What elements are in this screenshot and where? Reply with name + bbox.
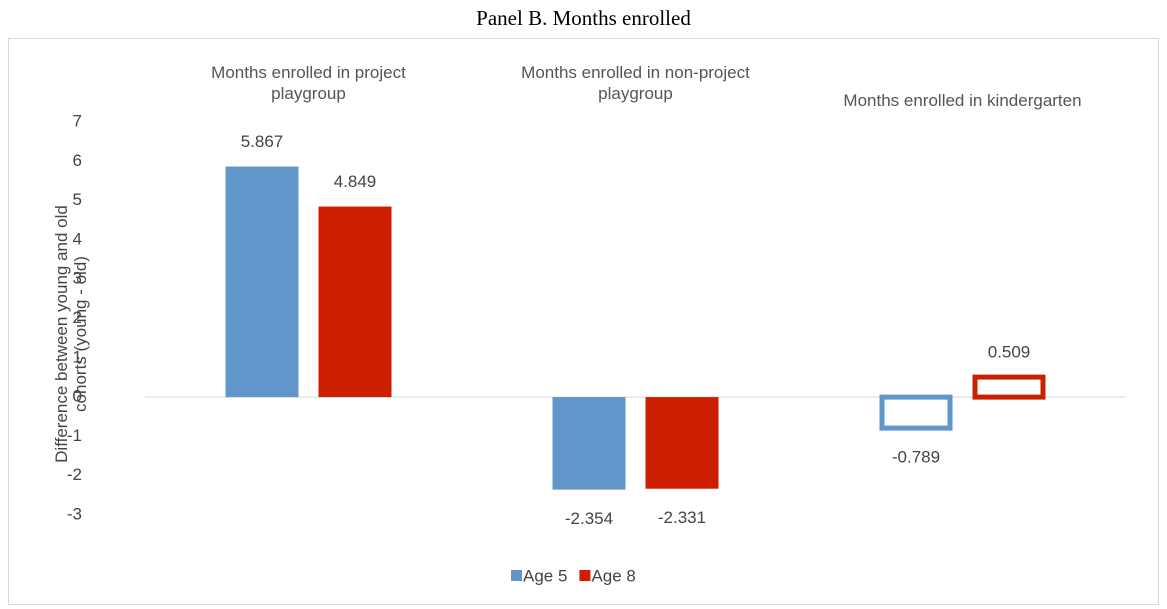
- category-label: Months enrolled in non-project playgroup: [521, 63, 750, 103]
- category-label: Months enrolled in kindergarten: [843, 91, 1082, 110]
- chart-title: Panel B. Months enrolled: [476, 6, 691, 30]
- chart-border: [8, 38, 1159, 605]
- y-tick-label: 1: [73, 347, 82, 366]
- data-label: -2.331: [658, 508, 706, 527]
- data-label: 0.509: [988, 343, 1031, 362]
- category-label: Months enrolled in project playgroup: [211, 63, 406, 103]
- legend-swatch: [579, 570, 591, 581]
- y-tick-label: 4: [73, 229, 82, 248]
- bar: [318, 206, 392, 398]
- y-tick-label: 0: [73, 387, 82, 406]
- y-tick-label: 3: [73, 269, 82, 288]
- y-tick-label: -1: [67, 426, 82, 445]
- legend-label: Age 5: [523, 566, 567, 585]
- bar: [552, 397, 626, 490]
- y-tick-label: 5: [73, 190, 82, 209]
- y-tick-label: 7: [73, 111, 82, 130]
- bar: [645, 397, 719, 489]
- legend-label: Age 8: [591, 566, 635, 585]
- data-label: -2.354: [565, 509, 613, 528]
- bar: [879, 394, 953, 431]
- data-label: -0.789: [892, 448, 940, 467]
- legend-swatch: [511, 570, 522, 581]
- data-label: 4.849: [334, 172, 377, 191]
- y-tick-label: 2: [73, 308, 82, 327]
- bar: [225, 166, 299, 398]
- y-tick-label: -3: [67, 504, 82, 523]
- data-label: 5.867: [241, 132, 284, 151]
- bar: [972, 374, 1046, 400]
- y-tick-label: -2: [67, 465, 82, 484]
- y-tick-label: 6: [73, 151, 82, 170]
